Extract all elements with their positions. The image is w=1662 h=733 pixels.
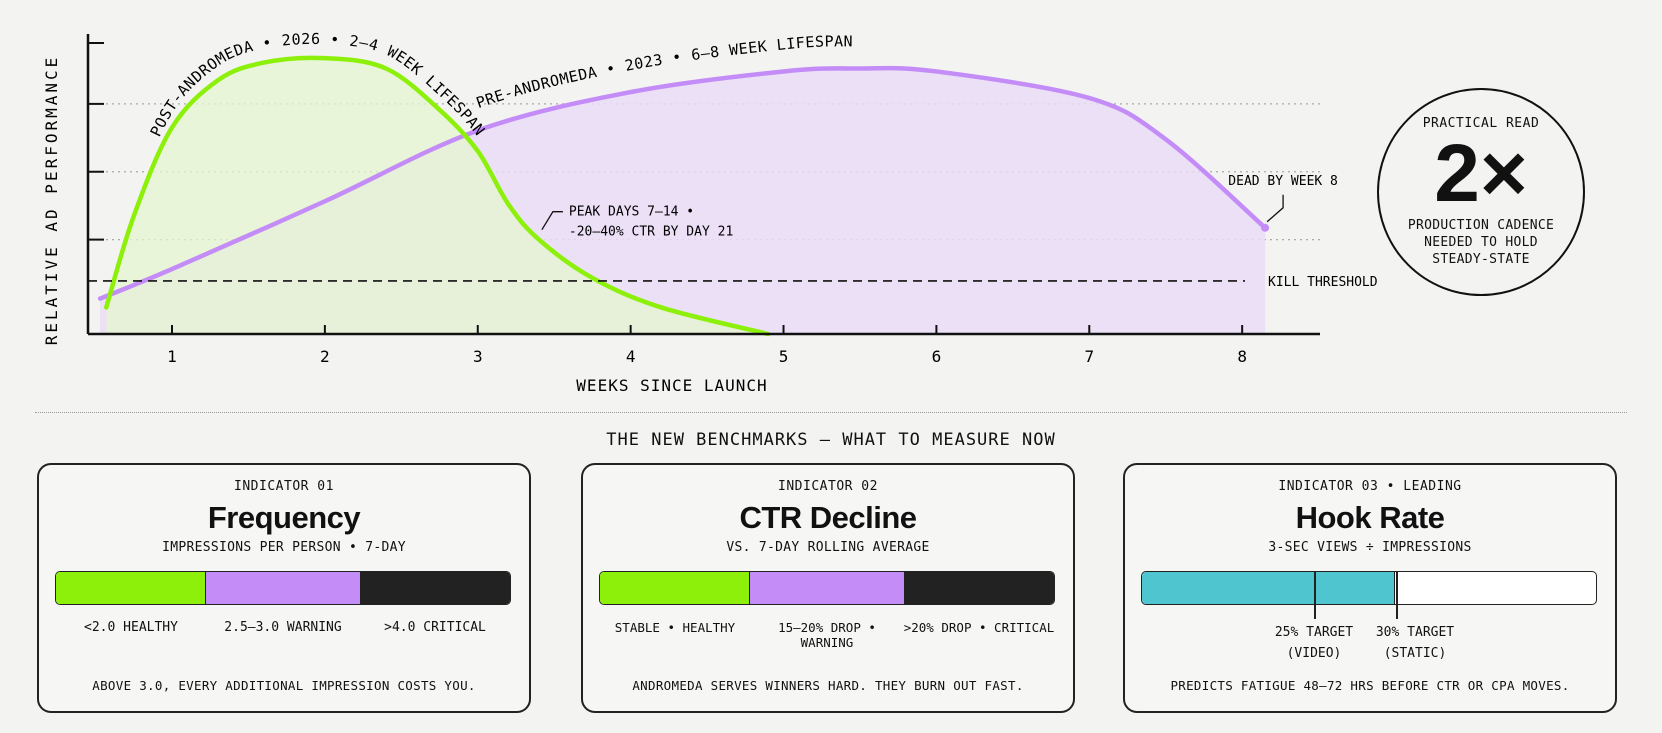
card-footer: PREDICTS FATIGUE 48–72 HRS BEFORE CTR OR… [1170,678,1570,693]
zone-bar [599,571,1055,605]
marker-video [1314,571,1316,619]
practical-line: NEEDED TO HOLD [1424,235,1538,250]
zone-critical [903,572,1054,604]
marker-label-static: 30% TARGET (STATIC) [1376,622,1454,664]
marker-sublabel: (VIDEO) [1286,646,1342,661]
practical-read-badge: PRACTICAL READ 2× PRODUCTION CADENCE NEE… [1377,88,1585,296]
card-title: Frequency [207,500,361,535]
card-title: CTR Decline [739,500,917,535]
zone-label: STABLE • HEALTHY [614,620,736,635]
card-subtitle: VS. 7-DAY ROLLING AVERAGE [726,540,930,555]
card-subtitle: IMPRESSIONS PER PERSON • 7-DAY [162,540,406,555]
marker-sublabel: (STATIC) [1383,646,1447,661]
card-footer: ABOVE 3.0, EVERY ADDITIONAL IMPRESSION C… [92,678,476,693]
series-fill [106,57,769,334]
zone-critical [359,572,510,604]
hook-rate-fill [1142,572,1396,604]
annotation-peak-text: PEAK DAYS 7–14 • [569,205,694,220]
practical-kicker: PRACTICAL READ [1422,116,1540,131]
card-hook-rate: INDICATOR 03 • LEADING Hook Rate 3-SEC V… [1123,463,1617,713]
zone-bar [55,571,511,605]
card-frequency: INDICATOR 01 Frequency IMPRESSIONS PER P… [37,463,531,713]
post-andromeda-line [104,55,771,337]
x-tick-label: 2 [320,347,330,366]
card-indicator: INDICATOR 01 [234,479,334,494]
zone-label: 15–20% DROP • WARNING [778,620,876,650]
x-tick-label: 4 [626,347,636,366]
practical-line: STEADY-STATE [1432,252,1530,267]
benchmarks-heading: THE NEW BENCHMARKS — WHAT TO MEASURE NOW [606,430,1056,450]
x-axis-label: WEEKS SINCE LAUNCH [576,376,767,395]
card-ctr-decline: INDICATOR 02 CTR Decline VS. 7-DAY ROLLI… [581,463,1075,713]
marker-label: 30% TARGET [1375,625,1455,640]
zone-label: <2.0 HEALTHY [84,620,178,635]
x-tick-label: 7 [1084,347,1094,366]
x-tick-label: 8 [1237,347,1247,366]
zone-healthy [56,572,206,604]
marker-static [1396,571,1398,619]
zone-label: >4.0 CRITICAL [384,620,486,635]
x-tick-label: 3 [473,347,483,366]
zone-warning [749,572,904,604]
zone-warning [205,572,360,604]
marker-label: 25% TARGET [1274,625,1354,640]
x-tick-label: 5 [779,347,789,366]
annotation-dead-text: DEAD BY WEEK 8 [1228,174,1338,189]
annotation-pointer [1266,194,1284,223]
annotation-peak-text: -20–40% CTR BY DAY 21 [569,225,733,240]
section-divider [35,412,1627,413]
x-tick-label: 6 [932,347,942,366]
hook-rate-bar [1141,571,1597,605]
marker-label-video: 25% TARGET (VIDEO) [1275,622,1353,664]
pre-andromeda-line [97,65,1268,301]
end-point-dot [1261,223,1270,232]
card-title: Hook Rate [1295,500,1445,535]
y-axis-label: RELATIVE AD PERFORMANCE [42,55,61,346]
card-subtitle: 3-SEC VIEWS ÷ IMPRESSIONS [1268,540,1472,555]
zone-healthy [600,572,750,604]
practical-value: 2× [1434,128,1528,219]
x-tick-label: 1 [167,347,177,366]
zone-label: >20% DROP • CRITICAL [903,620,1055,635]
card-footer: ANDROMEDA SERVES WINNERS HARD. THEY BURN… [632,678,1024,693]
zone-label: 2.5–3.0 WARNING [224,620,342,635]
kill-threshold-label: KILL THRESHOLD [1268,275,1378,290]
annotation-pointer [541,211,563,231]
card-indicator: INDICATOR 03 • LEADING [1278,479,1462,494]
card-indicator: INDICATOR 02 [778,479,878,494]
practical-line: PRODUCTION CADENCE [1407,218,1555,233]
